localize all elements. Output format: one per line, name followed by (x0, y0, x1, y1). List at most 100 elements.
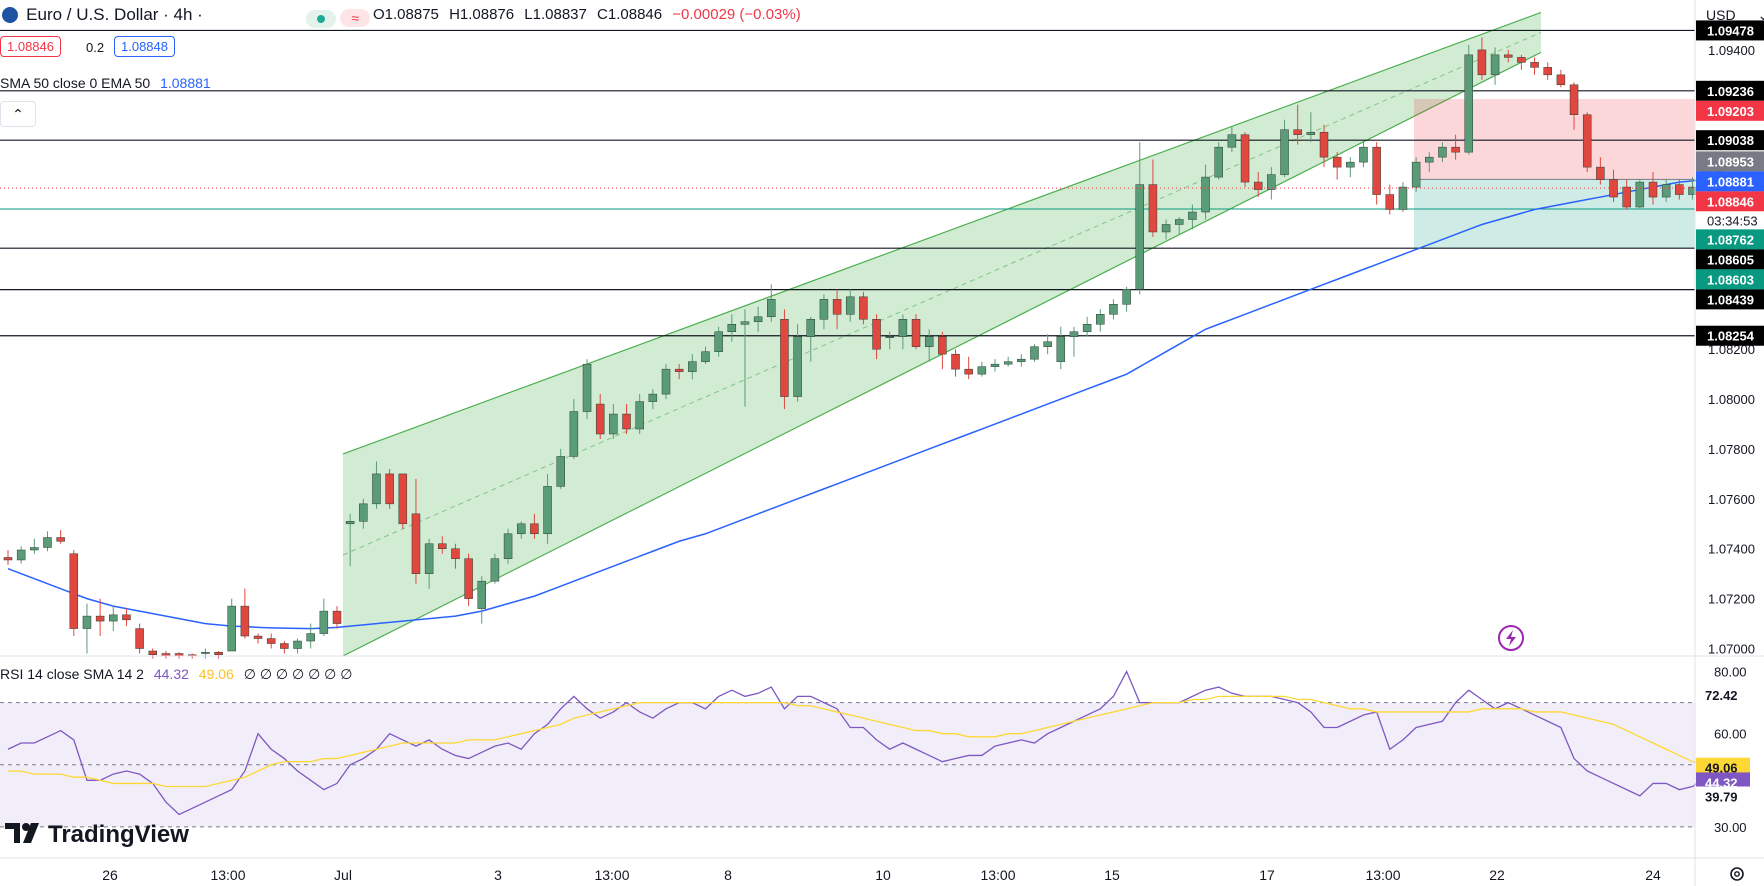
rsi-tick: 80.00 (1714, 665, 1747, 680)
candle (16, 546, 26, 564)
indicator-legend[interactable]: SMA 50 close 0 EMA 50 1.08881 (0, 75, 211, 91)
candle (1556, 69, 1566, 88)
candle-body (1569, 84, 1579, 115)
price-tag-text: 1.08603 (1707, 272, 1754, 287)
candle-body (1582, 114, 1592, 168)
candle (1451, 134, 1460, 160)
price-tag: 1.08254 (1696, 325, 1764, 346)
candle (688, 354, 697, 380)
candle (701, 346, 710, 365)
rsi-tag: 72.42 (1696, 685, 1750, 706)
candle-body (543, 486, 552, 535)
ema-50-line (7, 178, 1706, 630)
candle-body (1661, 184, 1671, 198)
candle (1503, 49, 1513, 63)
candle (135, 623, 144, 654)
price-tag-text: 1.08439 (1707, 292, 1754, 307)
candle-body (1017, 358, 1026, 362)
candle (977, 361, 987, 377)
candle-body (3, 557, 13, 561)
candle-body (1372, 146, 1381, 195)
candle (227, 598, 236, 652)
candle-body (1214, 146, 1223, 178)
rsi-tag-text: 39.79 (1705, 789, 1738, 804)
price-tick: 1.08200 (1708, 342, 1755, 357)
candle-body (332, 610, 342, 624)
price-pane[interactable] (0, 0, 1695, 656)
status-badges[interactable]: ≈ (306, 6, 371, 28)
gear-icon[interactable] (1730, 867, 1744, 881)
candle (1240, 132, 1250, 188)
candle-body (82, 615, 92, 629)
candle-body (398, 473, 408, 525)
candle (280, 641, 289, 654)
candle (477, 576, 487, 624)
candle-body (477, 580, 487, 609)
time-axis-labels[interactable]: 26 13:00 Jul 3 13:00 8 10 13:00 15 17 13:00 22 24 (102, 867, 1661, 883)
candle-body (1411, 161, 1421, 188)
price-tag-bg (1696, 249, 1764, 270)
market-open-dot-icon (306, 10, 336, 28)
candle (543, 473, 552, 544)
buy-button[interactable]: 1.08848 (114, 36, 175, 57)
candle-body (451, 548, 460, 559)
position-tool (1414, 99, 1695, 249)
price-axis-ticks[interactable]: 1.09400 1.08200 1.08000 1.07800 1.07600 1.074… (1708, 43, 1755, 657)
candle-body (1359, 146, 1368, 163)
candle-body (859, 296, 868, 320)
rsi-tag: 39.79 (1696, 786, 1750, 807)
time-label: 26 (102, 867, 118, 883)
candle (345, 513, 355, 567)
candle (911, 314, 921, 350)
candle-body (1622, 186, 1631, 208)
price-tag: 1.08881 (1696, 171, 1764, 192)
candle-body (648, 393, 658, 402)
symbol-header[interactable]: Euro / U.S. Dollar · 4h · (2, 5, 203, 25)
candle-body (253, 635, 263, 639)
price-axis-labels: 1.09478 1.09236 1.09203 1.09038 1.08953 1.088… (1696, 20, 1764, 346)
candle-body (1148, 184, 1158, 233)
candle-body (1161, 224, 1171, 233)
candle-body (1543, 67, 1552, 76)
candle (1609, 169, 1618, 203)
candle-body (43, 537, 52, 548)
rsi-label: RSI 14 close SMA 14 2 (0, 666, 144, 682)
lightning-icon[interactable] (1498, 625, 1524, 651)
candle (109, 606, 118, 632)
rsi-legend[interactable]: RSI 14 close SMA 14 2 44.32 49.06 ∅ ∅ ∅ … (0, 666, 352, 683)
candle (82, 603, 92, 654)
price-tag-text: 1.08762 (1707, 232, 1754, 247)
candle (622, 404, 631, 435)
time-label: 13:00 (210, 867, 245, 883)
candle-body (1490, 54, 1500, 76)
candle-body (674, 368, 684, 372)
collapse-button[interactable]: ⌃ (0, 101, 36, 127)
candle-body (1043, 341, 1052, 347)
price-tag: 1.08439 (1696, 289, 1764, 310)
candle (1293, 104, 1302, 145)
candle-body (1306, 131, 1316, 135)
sell-button[interactable]: 1.08846 (0, 36, 61, 57)
chevron-down-icon: ⌄ (1757, 7, 1764, 23)
candle (753, 306, 763, 332)
price-tag-bg (1696, 151, 1764, 172)
candle (1569, 82, 1579, 130)
candle-body (227, 605, 236, 652)
currency-selector[interactable]: USD ⌄ (1706, 7, 1764, 24)
rsi-value: 44.32 (153, 666, 189, 682)
candle-body (885, 336, 894, 338)
price-tick: 1.07000 (1708, 642, 1755, 657)
time-label: 17 (1259, 867, 1275, 883)
candle (872, 314, 881, 360)
candle-body (372, 473, 381, 505)
price-tag-text: 1.09203 (1707, 104, 1754, 119)
chevron-up-icon: ⌃ (12, 106, 24, 122)
candle-body (806, 319, 816, 337)
candle-body (1240, 134, 1250, 183)
price-tag-text: 1.09038 (1707, 133, 1754, 148)
candle (714, 326, 723, 357)
time-label: 10 (875, 867, 891, 883)
price-tag: 1.08603 (1696, 269, 1764, 290)
candle-body (490, 558, 500, 582)
